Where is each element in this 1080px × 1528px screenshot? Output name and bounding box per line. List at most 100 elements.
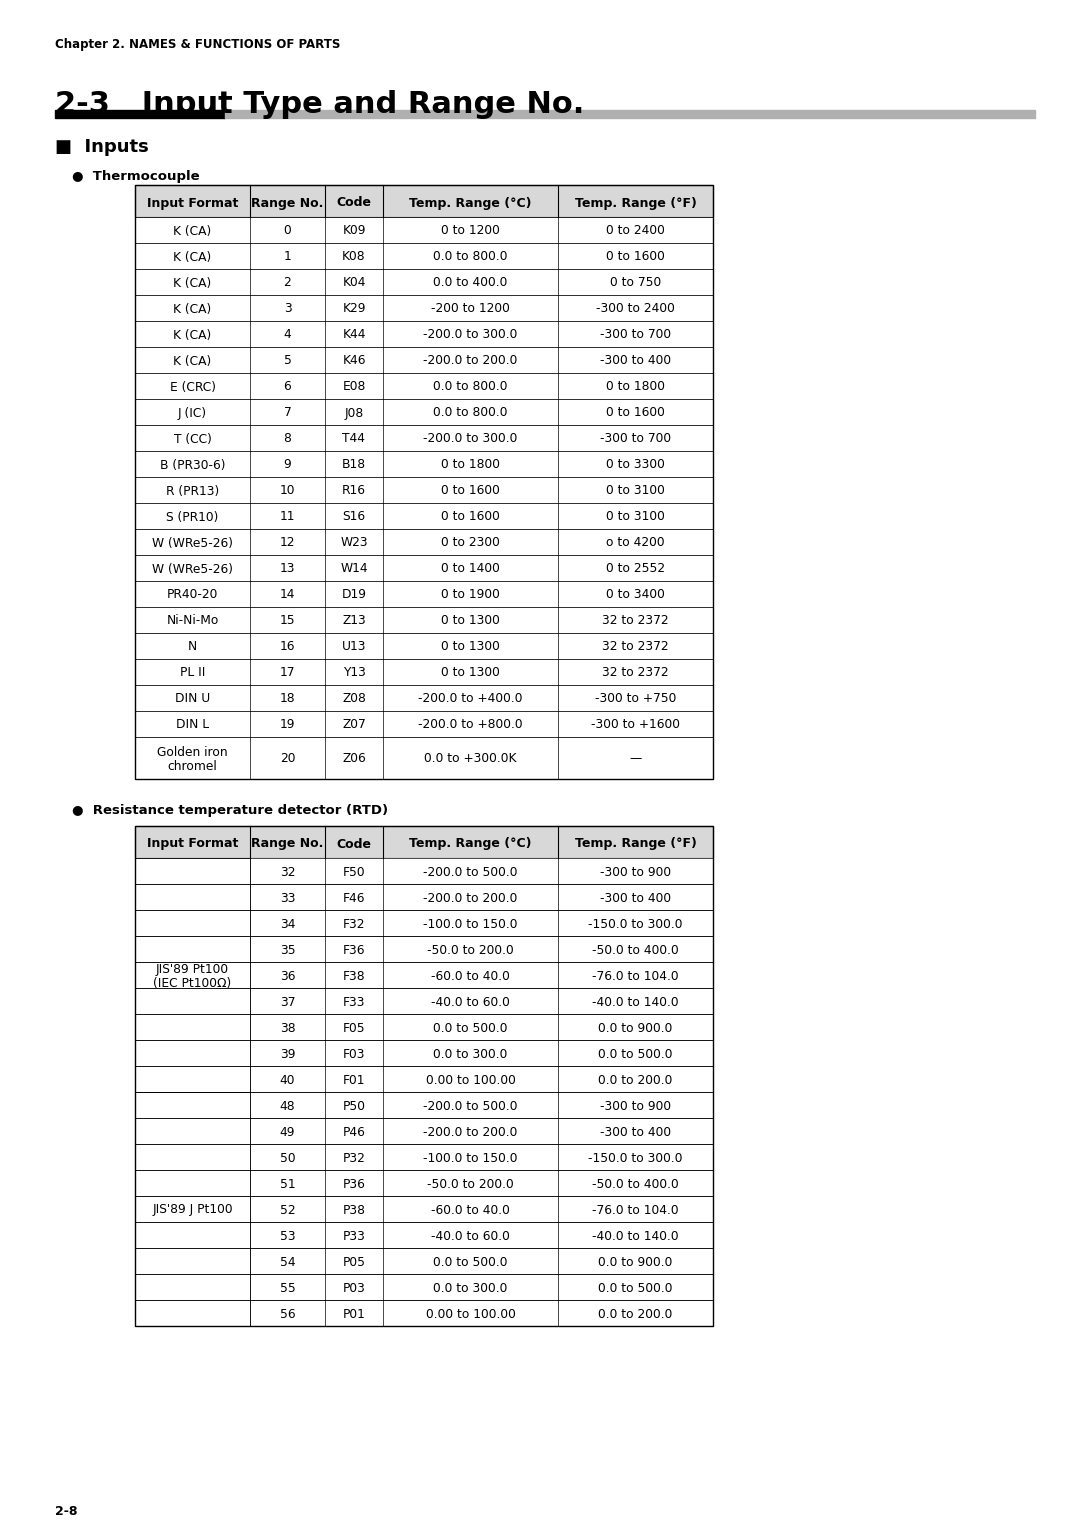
Text: 0.0 to +300.0K: 0.0 to +300.0K <box>424 752 516 766</box>
Bar <box>135 1041 713 1067</box>
Text: -300 to 900: -300 to 900 <box>599 1100 671 1112</box>
Text: -76.0 to 104.0: -76.0 to 104.0 <box>592 969 679 983</box>
Text: K29: K29 <box>342 303 366 315</box>
Text: P01: P01 <box>342 1308 365 1320</box>
Text: 48: 48 <box>280 1100 295 1112</box>
Text: 33: 33 <box>280 891 295 905</box>
Text: P05: P05 <box>342 1256 365 1268</box>
Bar <box>135 885 713 911</box>
Text: 0.0 to 800.0: 0.0 to 800.0 <box>433 406 508 420</box>
Text: 49: 49 <box>280 1126 295 1138</box>
Text: -300 to +1600: -300 to +1600 <box>591 718 680 732</box>
Text: 5: 5 <box>284 354 292 368</box>
Text: 2: 2 <box>284 277 292 289</box>
Bar <box>135 529 713 555</box>
Text: 54: 54 <box>280 1256 295 1268</box>
Text: J (IC): J (IC) <box>178 406 207 420</box>
Text: Range No.: Range No. <box>252 837 324 851</box>
Bar <box>135 373 713 399</box>
Text: K (CA): K (CA) <box>174 329 212 341</box>
Text: K (CA): K (CA) <box>174 225 212 237</box>
Bar <box>135 685 713 711</box>
Text: ■  Inputs: ■ Inputs <box>55 138 149 156</box>
Text: 11: 11 <box>280 510 295 524</box>
Text: P50: P50 <box>342 1100 365 1112</box>
Text: 0 to 3400: 0 to 3400 <box>606 588 665 602</box>
Bar <box>135 711 713 736</box>
Bar <box>135 1248 713 1274</box>
Bar <box>135 859 249 1093</box>
Text: 0.0 to 300.0: 0.0 to 300.0 <box>433 1282 508 1294</box>
Text: J08: J08 <box>345 406 364 420</box>
Text: F01: F01 <box>342 1074 365 1086</box>
Bar <box>135 321 713 347</box>
Text: 32 to 2372: 32 to 2372 <box>603 666 669 680</box>
Bar <box>135 185 713 217</box>
Text: 0 to 1800: 0 to 1800 <box>606 380 665 394</box>
Bar <box>135 989 713 1015</box>
Text: 32 to 2372: 32 to 2372 <box>603 640 669 654</box>
Text: 0 to 1800: 0 to 1800 <box>441 458 500 472</box>
Text: W (WRe5-26): W (WRe5-26) <box>152 536 233 550</box>
Text: 0.0 to 500.0: 0.0 to 500.0 <box>598 1282 673 1294</box>
Text: U13: U13 <box>341 640 366 654</box>
Text: K (CA): K (CA) <box>174 277 212 289</box>
Text: -300 to +750: -300 to +750 <box>595 692 676 706</box>
Text: B (PR30-6): B (PR30-6) <box>160 458 226 472</box>
Text: 52: 52 <box>280 1204 295 1216</box>
Text: 2-8: 2-8 <box>55 1505 78 1517</box>
Text: K (CA): K (CA) <box>174 251 212 263</box>
Text: -200.0 to 200.0: -200.0 to 200.0 <box>423 354 517 368</box>
Text: JIS'89 J Pt100: JIS'89 J Pt100 <box>152 1204 233 1216</box>
Bar <box>135 269 713 295</box>
Bar <box>135 295 713 321</box>
Bar <box>135 425 713 451</box>
Text: T (CC): T (CC) <box>174 432 212 446</box>
Text: -50.0 to 400.0: -50.0 to 400.0 <box>592 943 679 957</box>
Text: 13: 13 <box>280 562 295 576</box>
Bar <box>135 607 713 633</box>
Text: 34: 34 <box>280 917 295 931</box>
Text: 19: 19 <box>280 718 295 732</box>
Text: 9: 9 <box>284 458 292 472</box>
Text: K04: K04 <box>342 277 366 289</box>
Text: 0 to 1400: 0 to 1400 <box>441 562 500 576</box>
Bar <box>135 503 713 529</box>
Bar <box>135 827 713 859</box>
Bar <box>135 399 713 425</box>
Text: W (WRe5-26): W (WRe5-26) <box>152 562 233 576</box>
Bar <box>135 1300 713 1326</box>
Text: 0 to 3100: 0 to 3100 <box>606 510 665 524</box>
Text: Code: Code <box>337 837 372 851</box>
Text: 0.0 to 200.0: 0.0 to 200.0 <box>598 1308 673 1320</box>
Text: F50: F50 <box>342 865 365 879</box>
Text: -300 to 400: -300 to 400 <box>599 1126 671 1138</box>
Bar <box>135 451 713 477</box>
Text: D19: D19 <box>341 588 366 602</box>
Text: -50.0 to 200.0: -50.0 to 200.0 <box>427 943 514 957</box>
Text: E (CRC): E (CRC) <box>170 380 216 394</box>
Bar <box>135 963 713 989</box>
Text: F38: F38 <box>342 969 365 983</box>
Text: 20: 20 <box>280 752 295 766</box>
Text: 32 to 2372: 32 to 2372 <box>603 614 669 628</box>
Text: 7: 7 <box>284 406 292 420</box>
Text: P32: P32 <box>342 1152 365 1164</box>
Text: 35: 35 <box>280 943 295 957</box>
Bar <box>135 581 713 607</box>
Text: P36: P36 <box>342 1178 365 1190</box>
Bar <box>135 217 713 243</box>
Text: 56: 56 <box>280 1308 295 1320</box>
Text: -40.0 to 60.0: -40.0 to 60.0 <box>431 996 510 1008</box>
Text: -200.0 to +400.0: -200.0 to +400.0 <box>418 692 523 706</box>
Text: 32: 32 <box>280 865 295 879</box>
Text: -76.0 to 104.0: -76.0 to 104.0 <box>592 1204 679 1216</box>
Bar <box>135 555 713 581</box>
Text: K44: K44 <box>342 329 366 341</box>
Text: 0.00 to 100.00: 0.00 to 100.00 <box>426 1308 515 1320</box>
Text: Golden iron: Golden iron <box>158 746 228 758</box>
Bar <box>135 1196 713 1222</box>
Text: -50.0 to 200.0: -50.0 to 200.0 <box>427 1178 514 1190</box>
Text: P46: P46 <box>342 1126 365 1138</box>
Text: R16: R16 <box>342 484 366 498</box>
